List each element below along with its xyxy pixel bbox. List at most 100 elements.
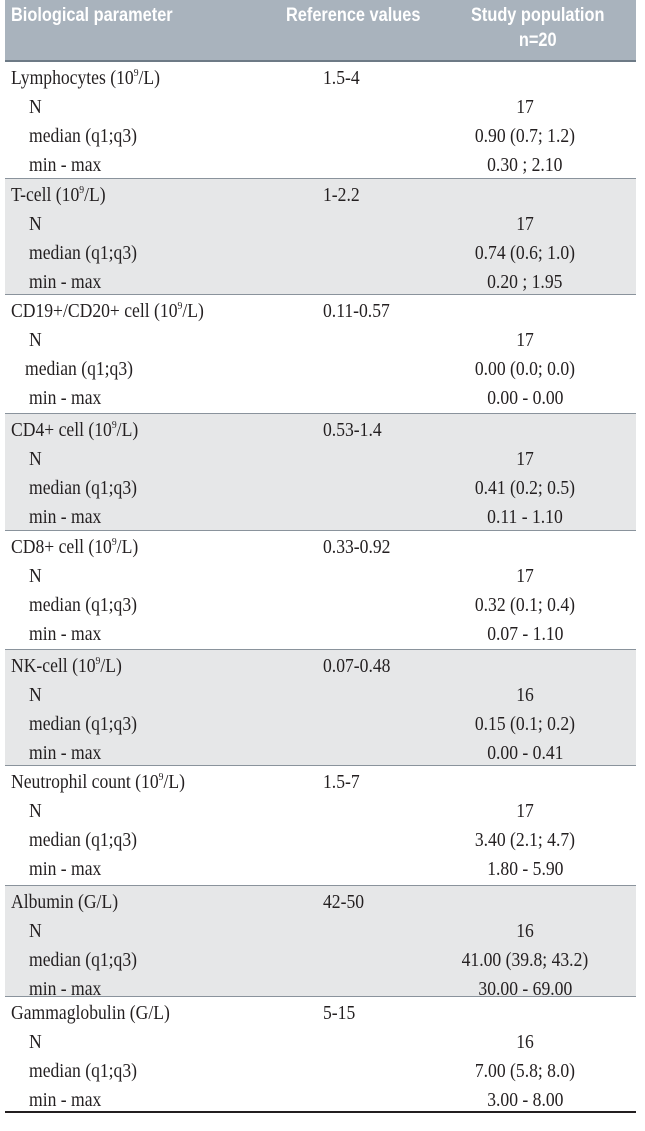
median-value: 0.15 (0.1; 0.2) (474, 713, 576, 735)
parameter-name-text: CD4+ cell (10 (11, 419, 112, 441)
median-value: 0.41 (0.2; 0.5) (474, 477, 576, 499)
reference-value: 0.53-1.4 (323, 419, 382, 441)
parameter-unit-text: /L) (182, 300, 204, 322)
median-row: median (q1;q3) 0.90 (0.7; 1.2) (5, 122, 636, 151)
median-label: median (q1;q3) (29, 1060, 138, 1082)
range-row: min - max 1.80 - 5.90 (5, 855, 636, 884)
parameter-unit-exponent: 9 (111, 536, 117, 548)
n-value-cell: 17 (450, 562, 600, 591)
range-label: min - max (29, 623, 102, 645)
n-value-cell: 17 (450, 797, 600, 826)
range-label: min - max (29, 154, 102, 176)
parameter-name: Gammaglobulin (G/L) (11, 999, 170, 1028)
range-row: min - max 0.00 - 0.41 (5, 739, 636, 768)
parameter-name: CD19+/CD20+ cell (109/L) (11, 297, 204, 326)
reference-value: 0.33-0.92 (323, 536, 391, 558)
n-value-cell: 17 (450, 326, 600, 355)
median-value-cell: 0.00 (0.0; 0.0) (450, 355, 600, 384)
range-value: 0.11 - 1.10 (487, 506, 563, 528)
range-value: 1.80 - 5.90 (486, 858, 564, 880)
n-label: N (29, 800, 42, 822)
range-label: min - max (29, 1089, 102, 1111)
range-label: min - max (29, 858, 102, 880)
reference-value: 42-50 (323, 891, 365, 913)
range-row: min - max 0.30 ; 2.10 (5, 151, 636, 180)
range-label: min - max (29, 742, 102, 764)
header-study-population-line2: n=20 (518, 30, 557, 51)
range-value: 0.07 - 1.10 (486, 623, 564, 645)
median-label: median (q1;q3) (29, 949, 138, 971)
parameter-name: NK-cell (109/L) (11, 652, 122, 681)
median-value: 0.32 (0.1; 0.4) (474, 594, 576, 616)
median-row: median (q1;q3) 3.40 (2.1; 4.7) (5, 826, 636, 855)
range-value-cell: 0.11 - 1.10 (450, 503, 600, 532)
parameter-name: CD8+ cell (109/L) (11, 533, 138, 562)
range-label: min - max (29, 387, 102, 409)
median-value-cell: 0.15 (0.1; 0.2) (450, 710, 600, 739)
parameter-row: CD8+ cell (109/L) 0.33-0.92 (5, 533, 636, 562)
parameter-name-text: Lymphocytes (10 (11, 67, 134, 89)
range-row: min - max 0.20 ; 1.95 (5, 268, 636, 297)
data-table: Biological parameter Reference values St… (5, 0, 636, 1113)
reference-value: 1.5-7 (323, 771, 360, 793)
n-label: N (29, 213, 42, 235)
reference-value: 1.5-4 (323, 67, 360, 89)
parameter-row: Gammaglobulin (G/L) 5-15 (5, 999, 636, 1028)
parameter-unit-exponent: 9 (158, 771, 164, 783)
parameter-unit-text: /L) (138, 67, 161, 89)
n-row: N 17 (5, 210, 636, 239)
median-row: median (q1;q3) 0.74 (0.6; 1.0) (5, 239, 636, 268)
parameter-row: CD4+ cell (109/L) 0.53-1.4 (5, 416, 636, 445)
header-biological-parameter: Biological parameter (11, 5, 173, 26)
n-label: N (29, 565, 42, 587)
median-label: median (q1;q3) (29, 125, 138, 147)
parameter-name: CD4+ cell (109/L) (11, 416, 138, 445)
parameter-name-text: Gammaglobulin (G/L) (11, 1002, 170, 1024)
parameter-name: Neutrophil count (109/L) (11, 768, 185, 797)
range-label: min - max (29, 506, 102, 528)
range-value: 0.20 ; 1.95 (487, 271, 563, 293)
reference-value: 1-2.2 (323, 184, 360, 206)
median-row: median (q1;q3) 0.00 (0.0; 0.0) (5, 355, 636, 384)
range-value-cell: 0.07 - 1.10 (450, 620, 600, 649)
table-header: Biological parameter Reference values St… (5, 0, 636, 62)
median-value: 7.00 (5.8; 8.0) (474, 1060, 576, 1082)
range-row: min - max 30.00 - 69.00 (5, 975, 636, 1004)
n-value: 17 (516, 565, 534, 587)
median-value: 41.00 (39.8; 43.2) (461, 949, 589, 971)
median-label: median (q1;q3) (25, 358, 134, 380)
n-row: N 16 (5, 681, 636, 710)
n-label: N (29, 684, 42, 706)
parameter-group: Lymphocytes (109/L) 1.5-4 N 17 median (q1;q3… (5, 62, 636, 179)
range-value-cell: 1.80 - 5.90 (450, 855, 600, 884)
parameter-unit-text: /L) (116, 419, 139, 441)
median-label: median (q1;q3) (29, 829, 138, 851)
n-row: N 17 (5, 93, 636, 122)
n-value-cell: 16 (450, 681, 600, 710)
range-value: 30.00 - 69.00 (478, 978, 572, 1000)
n-row: N 17 (5, 797, 636, 826)
median-row: median (q1;q3) 0.15 (0.1; 0.2) (5, 710, 636, 739)
parameter-name: Albumin (G/L) (11, 888, 118, 917)
range-row: min - max 0.11 - 1.10 (5, 503, 636, 532)
n-row: N 16 (5, 1028, 636, 1057)
header-study-population: Study population n=20 (471, 3, 604, 53)
range-row: min - max 3.00 - 8.00 (5, 1086, 636, 1115)
median-value-cell: 0.41 (0.2; 0.5) (450, 474, 600, 503)
parameter-name: Lymphocytes (109/L) (11, 64, 160, 93)
n-value: 17 (516, 96, 534, 118)
median-label: median (q1;q3) (29, 477, 138, 499)
parameter-row: Neutrophil count (109/L) 1.5-7 (5, 768, 636, 797)
parameter-group: CD8+ cell (109/L) 0.33-0.92 N 17 median (q1;… (5, 531, 636, 650)
n-value: 16 (516, 1031, 534, 1053)
reference-value: 0.11-0.57 (323, 300, 390, 322)
parameter-row: CD19+/CD20+ cell (109/L) 0.11-0.57 (5, 297, 636, 326)
median-value-cell: 7.00 (5.8; 8.0) (450, 1057, 600, 1086)
range-label: min - max (29, 271, 102, 293)
range-value-cell: 0.00 - 0.41 (450, 739, 600, 768)
median-label: median (q1;q3) (29, 594, 138, 616)
parameter-row: Lymphocytes (109/L) 1.5-4 (5, 64, 636, 93)
reference-value: 5-15 (323, 1002, 356, 1024)
median-row: median (q1;q3) 0.41 (0.2; 0.5) (5, 474, 636, 503)
median-value-cell: 0.74 (0.6; 1.0) (450, 239, 600, 268)
